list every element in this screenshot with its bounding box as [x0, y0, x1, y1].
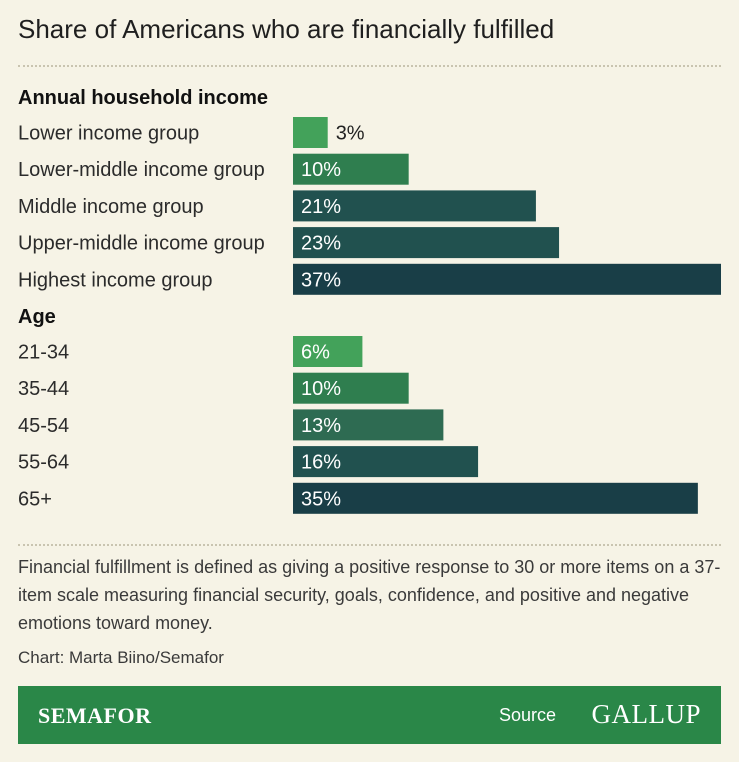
bar [293, 372, 409, 404]
category-label: Highest income group [18, 269, 213, 291]
top-divider [18, 65, 721, 67]
category-label: 21-34 [18, 342, 69, 364]
category-label: Lower-middle income group [18, 159, 265, 181]
value-label: 10% [301, 378, 341, 400]
footer-bar: SEMAFOR Source GALLUP [18, 686, 721, 744]
value-label: 13% [301, 415, 341, 437]
chart-title: Share of Americans who are financially f… [18, 14, 555, 44]
chart-credit: Chart: Marta Biino/Semafor [18, 648, 224, 667]
source-label: Source [498, 705, 556, 725]
bar [293, 446, 479, 478]
group-heading: Age [18, 306, 56, 328]
bar [293, 190, 536, 222]
value-label: 37% [301, 269, 341, 291]
value-label: 3% [336, 123, 365, 145]
bar [293, 263, 721, 295]
value-label: 23% [301, 233, 341, 255]
semafor-logo: SEMAFOR [38, 703, 152, 728]
category-label: 45-54 [18, 415, 69, 437]
category-label: 65+ [18, 488, 52, 510]
bar [293, 227, 560, 259]
category-label: Lower income group [18, 123, 199, 145]
value-label: 35% [301, 488, 341, 510]
bar [293, 153, 409, 185]
definition-note: Financial fulfillment is defined as givi… [18, 557, 721, 633]
bar-chart: Annual household income Lower income grou… [18, 87, 721, 514]
category-label: Upper-middle income group [18, 233, 265, 255]
category-label: 35-44 [18, 378, 69, 400]
bar [293, 409, 444, 441]
value-label: 6% [301, 342, 330, 364]
category-label: Middle income group [18, 196, 204, 218]
bar [293, 482, 698, 514]
bottom-divider [18, 544, 721, 546]
value-label: 21% [301, 196, 341, 218]
value-label: 10% [301, 159, 341, 181]
value-label: 16% [301, 452, 341, 474]
category-label: 55-64 [18, 452, 69, 474]
gallup-logo: GALLUP [591, 699, 701, 729]
group-heading: Annual household income [18, 87, 268, 109]
bar [293, 336, 363, 367]
bar [293, 117, 328, 148]
